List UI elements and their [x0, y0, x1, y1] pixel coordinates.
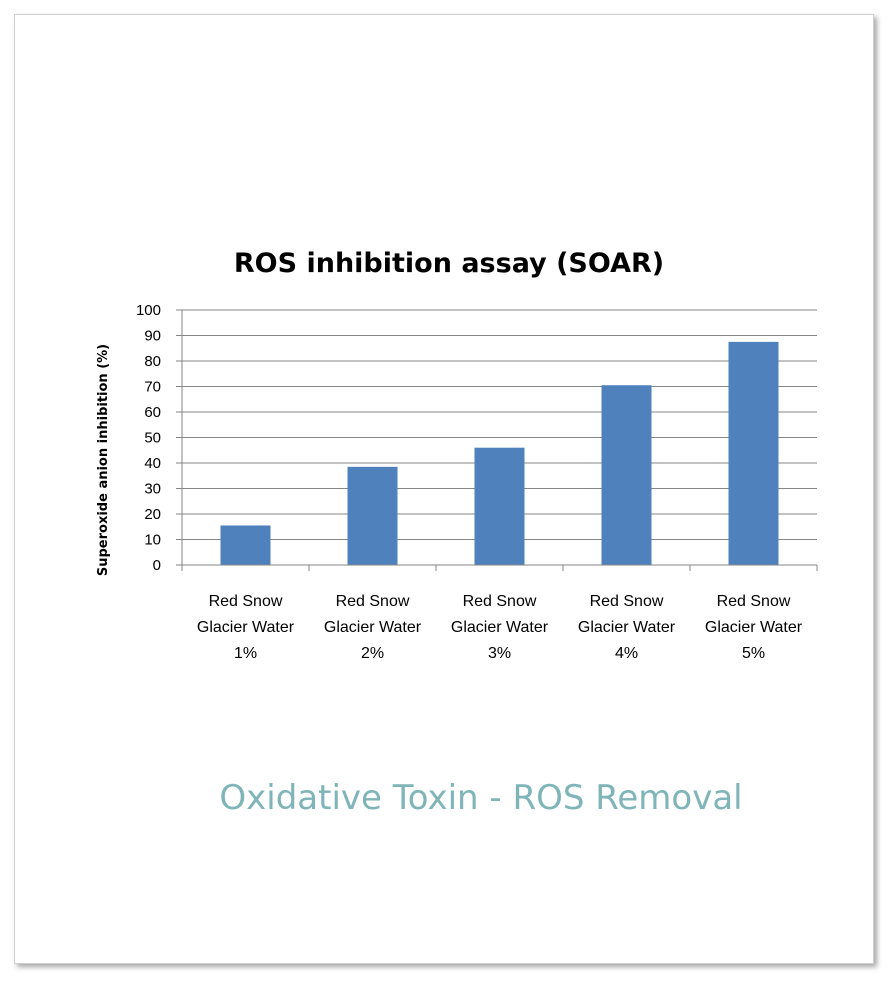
x-category-label-line: 2%	[361, 645, 384, 662]
x-category-label-line: 4%	[615, 645, 638, 662]
x-category-label-line: Glacier Water	[578, 619, 676, 636]
x-category-label-line: Glacier Water	[705, 619, 803, 636]
y-axis-label: Superoxide anion inhibition (%)	[96, 344, 111, 576]
x-category-labels: Red Snow Glacier Water 1% Red Snow Glacier W…	[197, 593, 803, 662]
x-category-label-line: 1%	[234, 645, 257, 662]
y-tick-label: 100	[136, 302, 161, 319]
y-tick-label: 60	[144, 404, 161, 421]
bar	[220, 525, 271, 565]
chart-title: ROS inhibition assay (SOAR)	[234, 248, 664, 279]
x-category-label-line: Red Snow	[717, 593, 791, 610]
y-tick-label: 70	[144, 379, 161, 396]
bars	[220, 341, 779, 565]
x-category-label: Red Snow Glacier Water 2%	[324, 593, 422, 662]
x-category-label-line: 5%	[742, 645, 765, 662]
x-category-label-line: Glacier Water	[324, 619, 422, 636]
y-tick-label: 20	[144, 506, 161, 523]
y-tick-label: 30	[144, 481, 161, 498]
gridlines	[176, 309, 817, 566]
x-category-label: Red Snow Glacier Water 3%	[451, 593, 549, 662]
axes	[181, 310, 818, 571]
bar	[728, 341, 779, 565]
caption-text: Oxidative Toxin - ROS Removal	[219, 778, 743, 818]
y-tick-label: 80	[144, 353, 161, 370]
x-category-label: Red Snow Glacier Water 4%	[578, 593, 676, 662]
x-category-label-line: Red Snow	[590, 593, 664, 610]
y-tick-label: 50	[144, 430, 161, 447]
y-tick-label: 10	[144, 532, 161, 549]
x-category-label-line: Red Snow	[463, 593, 537, 610]
x-category-label-line: 3%	[488, 645, 511, 662]
y-tick-label: 90	[144, 328, 161, 345]
x-category-label: Red Snow Glacier Water 5%	[705, 593, 803, 662]
bar	[474, 447, 525, 565]
x-category-label: Red Snow Glacier Water 1%	[197, 593, 295, 662]
x-category-label-line: Glacier Water	[451, 619, 549, 636]
x-category-label-line: Red Snow	[209, 593, 283, 610]
y-tick-label: 40	[144, 455, 161, 472]
y-tick-labels: 0 10 20 30 40 50 60 70 80 90 100	[136, 302, 161, 574]
bar	[347, 466, 398, 565]
y-tick-label: 0	[153, 557, 161, 574]
bar	[601, 385, 652, 565]
x-category-label-line: Glacier Water	[197, 619, 295, 636]
x-category-label-line: Red Snow	[336, 593, 410, 610]
